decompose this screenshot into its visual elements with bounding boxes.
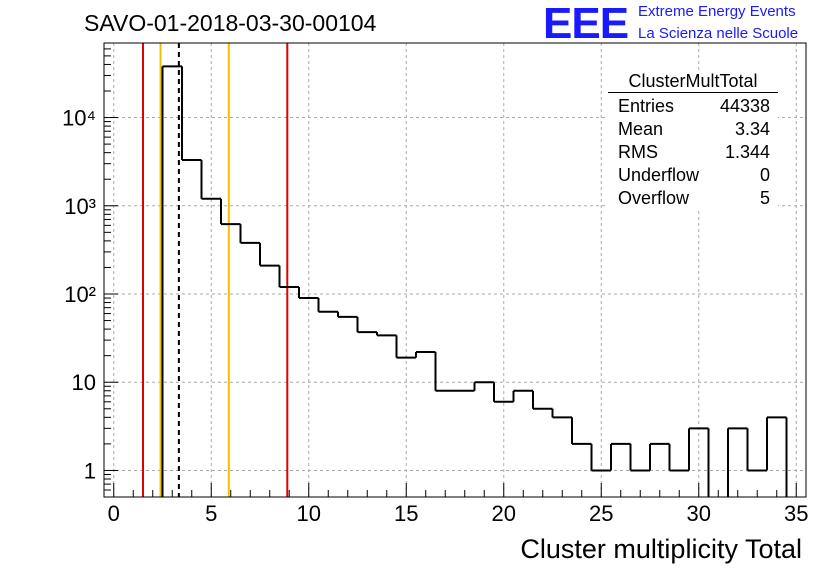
x-tick-label: 5 — [205, 501, 217, 526]
stats-label: Entries — [618, 96, 675, 116]
axis-ticks — [104, 42, 797, 498]
x-tick-label: 25 — [589, 501, 613, 526]
stats-row-mean: Mean 3.34 — [608, 118, 778, 141]
stats-title: ClusterMultTotal — [608, 70, 778, 93]
stats-value: 44338 — [719, 96, 770, 116]
x-tick-label: 30 — [687, 501, 711, 526]
stats-row-rms: RMS 1.344 — [608, 141, 778, 164]
stats-label: Mean — [618, 119, 664, 139]
stats-value: 1.344 — [724, 142, 770, 162]
stats-label: RMS — [618, 142, 658, 162]
plot-frame — [103, 42, 807, 498]
x-tick-label: 15 — [394, 501, 418, 526]
stats-value: 0 — [759, 165, 770, 185]
x-tick-label: 0 — [108, 501, 120, 526]
stats-box: ClusterMultTotal Entries 44338 Mean 3.34… — [608, 70, 778, 210]
y-tick-label: 1 — [84, 458, 96, 483]
y-tick-label: 10² — [64, 282, 96, 307]
y-tick-label: 10 — [72, 370, 96, 395]
plot-frame-rect — [103, 42, 807, 498]
run-title: SAVO-01-2018-03-30-00104 — [84, 10, 377, 36]
logo-line-1: Extreme Energy Events — [638, 3, 796, 20]
x-tick-label: 20 — [492, 501, 516, 526]
stats-value: 3.34 — [734, 119, 770, 139]
x-tick-label: 35 — [784, 501, 808, 526]
eee-logo-icon: EEE — [543, 0, 629, 48]
x-axis-title: Cluster multiplicity Total — [520, 534, 802, 564]
histogram-series — [161, 65, 788, 497]
stats-value: 5 — [759, 188, 770, 208]
stats-row-underflow: Underflow 0 — [608, 164, 778, 187]
logo-line-2: La Scienza nelle Scuole — [638, 25, 799, 42]
stats-label: Underflow — [618, 165, 700, 185]
y-tick-label: 10⁴ — [62, 106, 96, 131]
stats-row-overflow: Overflow 5 — [608, 187, 778, 210]
grid-lines — [104, 43, 806, 497]
stats-label: Overflow — [618, 188, 690, 208]
tick-labels: 0 5 10 15 20 25 30 35 1 10 10² 10³ 10⁴ — [62, 106, 808, 526]
x-tick-label: 10 — [297, 501, 321, 526]
stats-row-entries: Entries 44338 — [608, 95, 778, 118]
reference-lines — [142, 43, 289, 497]
y-tick-label: 10³ — [64, 194, 96, 219]
